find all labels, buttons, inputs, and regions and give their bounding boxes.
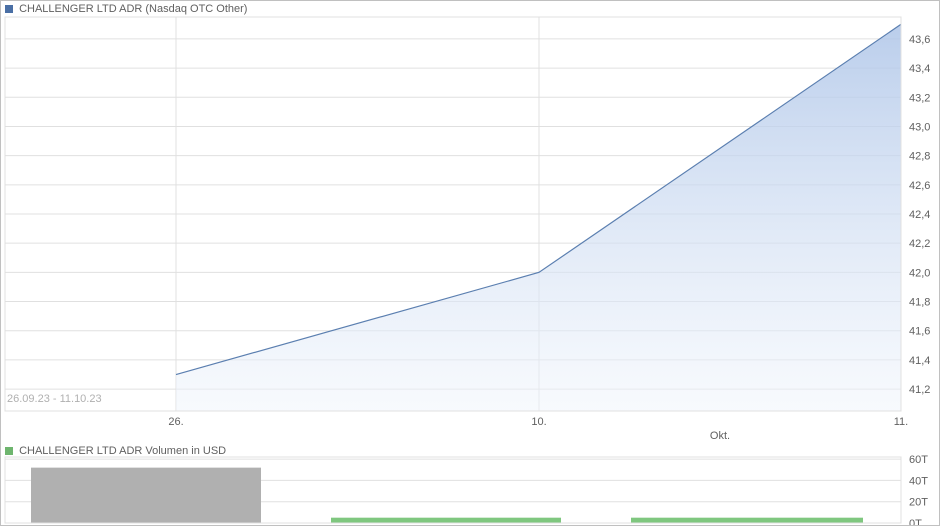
price-chart-panel: CHALLENGER LTD ADR (Nasdaq OTC Other) 26… [1,1,939,445]
price-legend-label: CHALLENGER LTD ADR (Nasdaq OTC Other) [19,3,247,15]
svg-text:41,2: 41,2 [909,384,930,396]
volume-chart-panel: CHALLENGER LTD ADR Volumen in USD 0T 20T 4… [1,443,939,525]
volume-legend-swatch [5,447,13,455]
svg-text:26.: 26. [168,416,183,428]
svg-text:41,8: 41,8 [909,297,930,309]
svg-text:42,8: 42,8 [909,151,930,163]
svg-text:42,0: 42,0 [909,267,930,279]
price-chart-svg: 41,2 41,4 41,6 41,8 42,0 42,2 42,4 42,6 42,8 43,0… [1,1,940,445]
svg-text:40T: 40T [909,475,928,487]
volume-legend: CHALLENGER LTD ADR Volumen in USD [5,445,226,457]
svg-text:43,0: 43,0 [909,121,930,133]
svg-text:20T: 20T [909,497,928,509]
svg-text:43,2: 43,2 [909,92,930,104]
svg-text:Okt.: Okt. [710,430,730,442]
svg-text:43,4: 43,4 [909,63,930,75]
stock-chart-container: CHALLENGER LTD ADR (Nasdaq OTC Other) 26… [0,0,940,526]
price-legend-swatch [5,5,13,13]
svg-text:0T: 0T [909,518,922,525]
svg-text:42,4: 42,4 [909,209,930,221]
volume-legend-label: CHALLENGER LTD ADR Volumen in USD [19,445,226,457]
svg-text:43,6: 43,6 [909,34,930,46]
price-legend: CHALLENGER LTD ADR (Nasdaq OTC Other) [5,3,247,15]
svg-text:60T: 60T [909,454,928,466]
svg-text:42,2: 42,2 [909,238,930,250]
svg-text:11.: 11. [894,416,908,428]
date-range-label: 26.09.23 - 11.10.23 [7,393,102,405]
svg-text:41,4: 41,4 [909,355,930,367]
svg-text:10.: 10. [531,416,546,428]
svg-text:42,6: 42,6 [909,180,930,192]
svg-text:41,6: 41,6 [909,326,930,338]
